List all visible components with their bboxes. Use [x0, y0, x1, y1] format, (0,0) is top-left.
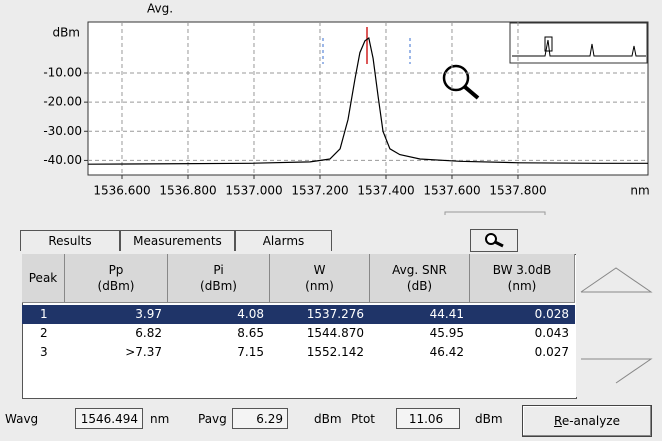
reanalyze-button[interactable]: Re-analyze — [522, 405, 652, 437]
table-cell: 46.42 — [429, 345, 464, 359]
header-text: W — [313, 263, 326, 277]
label: Ptot — [351, 412, 375, 426]
header-text: Pp — [108, 263, 124, 277]
unit: dBm — [314, 412, 342, 426]
table-cell: 2 — [40, 326, 48, 340]
header-cell: Pi (dBm) — [168, 254, 270, 303]
table-cell: 0.027 — [534, 345, 569, 359]
subtitle: Avg. — [147, 2, 173, 16]
zoom-button[interactable] — [470, 229, 518, 252]
tab[interactable]: Alarms — [235, 230, 332, 251]
label: Pavg — [198, 412, 227, 426]
table-cell: 44.41 — [429, 307, 464, 321]
zoom-button-icon — [485, 233, 504, 248]
header-text: Peak — [28, 271, 58, 285]
table-cell: 1544.870 — [306, 326, 364, 340]
header-text: Avg. SNR — [392, 263, 447, 277]
tab[interactable]: Results — [20, 230, 120, 251]
y-axis-label: dBm — [52, 26, 80, 40]
value-box: 11.06 — [396, 408, 460, 429]
header-text: (dBm) — [200, 279, 237, 293]
x-tick-label: 1536.800 — [159, 184, 216, 198]
table-cell: 3.97 — [135, 307, 162, 321]
spectrum-chart: Avg. dBm nm -10.00 -20.00 -30.00 -40.00 1536… — [43, 2, 650, 215]
table-cell: 0.043 — [534, 326, 569, 340]
x-axis-label: nm — [630, 184, 649, 198]
x-tick-label: 1536.600 — [93, 184, 150, 198]
header-text: Pi — [213, 263, 224, 277]
table-cell: 45.95 — [429, 326, 464, 340]
table-body: Peak Pp (dBm) Pi (dBm) W (nm) Avg. SNR (dB) BW 3.… — [22, 254, 575, 397]
header-text: (nm) — [305, 279, 334, 293]
unit: dBm — [475, 412, 503, 426]
y-tick-label: -20.00 — [43, 95, 82, 109]
scroll-panel — [576, 254, 656, 397]
header-cell: W (nm) — [270, 254, 370, 303]
x-tick-label: 1537.000 — [225, 184, 282, 198]
table-cell: 3 — [40, 345, 48, 359]
table-cell: 7.15 — [237, 345, 264, 359]
header-cell: BW 3.0dB (nm) — [470, 254, 575, 303]
overview-inset — [509, 22, 648, 64]
table-cell: >7.37 — [125, 345, 162, 359]
header-cell: Avg. SNR (dB) — [370, 254, 470, 303]
table-cell: 6.82 — [135, 326, 162, 340]
label: Wavg — [5, 412, 39, 426]
x-tick-label: 1537.400 — [357, 184, 414, 198]
header-cell: Pp (dBm) — [65, 254, 168, 303]
header-text: (nm) — [507, 279, 537, 293]
y-tick-label: -10.00 — [43, 66, 82, 80]
zoom-icon — [442, 64, 480, 100]
header-text: (dBm) — [97, 279, 135, 293]
table-row — [22, 305, 575, 324]
value-box: 6.29 — [232, 408, 288, 429]
x-tick-label: 1537.800 — [489, 184, 546, 198]
unit: nm — [150, 412, 170, 426]
x-tick-label: 1537.600 — [423, 184, 480, 198]
header-cell: Peak — [22, 254, 65, 303]
x-tick-label: 1537.200 — [291, 184, 348, 198]
table-cell: 4.08 — [237, 307, 264, 321]
spectrum-trace — [87, 36, 648, 165]
button-label: Re-analyze — [554, 414, 620, 428]
table-cell: 8.65 — [237, 326, 264, 340]
header-text: BW 3.0dB — [492, 263, 552, 277]
scroll-indicator — [444, 211, 546, 215]
table-cell: 1 — [40, 307, 48, 321]
scroll-arrows[interactable] — [576, 254, 656, 397]
y-tick-label: -30.00 — [43, 124, 82, 138]
table-cell: 0.028 — [534, 307, 569, 321]
tab[interactable]: Measurements — [120, 230, 235, 251]
value-box: 1546.494 — [75, 408, 143, 429]
header-text: (dB) — [406, 279, 433, 293]
y-tick-label: -40.00 — [43, 153, 82, 167]
table-cell: 1552.142 — [306, 345, 364, 359]
table-cell: 1537.276 — [306, 307, 364, 321]
